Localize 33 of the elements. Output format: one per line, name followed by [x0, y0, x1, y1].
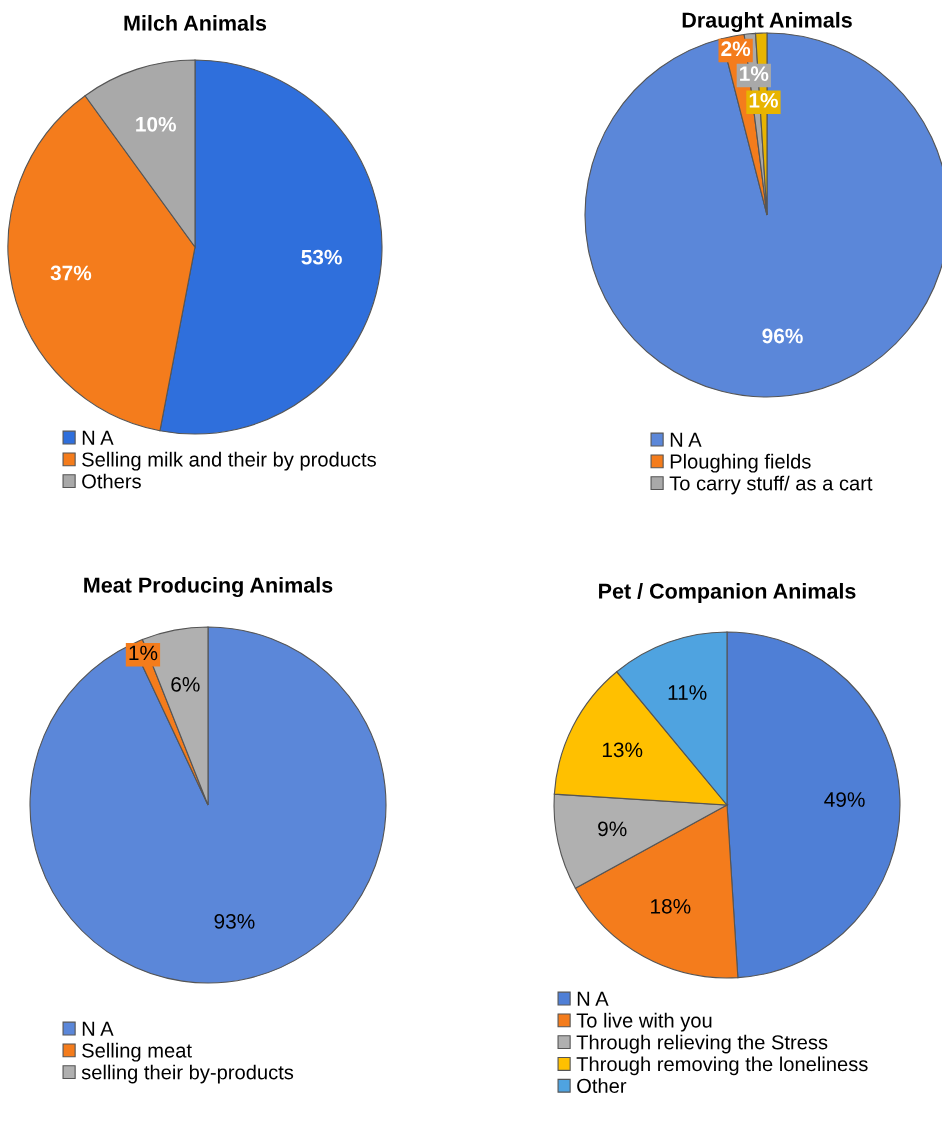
data-label: 1%: [740, 66, 769, 82]
data-label: 1%: [129, 645, 158, 661]
legend-label: selling their by-products: [81, 1064, 294, 1084]
data-label: 2%: [721, 41, 751, 57]
legend-label: Selling meat: [82, 1042, 192, 1062]
legend-label: Through removing the loneliness: [576, 1056, 868, 1076]
legend-label: N A: [670, 432, 702, 447]
data-label: 11%: [668, 685, 707, 700]
data-label: 96%: [762, 328, 803, 344]
data-label: 37%: [50, 265, 92, 281]
legend-label: Other: [577, 1078, 627, 1094]
data-label: 6%: [171, 676, 200, 692]
chart-title: Pet / Companion Animals: [599, 582, 856, 604]
chart-title: Draught Animals: [682, 11, 852, 33]
data-label: 93%: [214, 913, 255, 929]
data-label: 1%: [749, 93, 778, 108]
legend-label: Selling milk and their by products: [82, 451, 376, 471]
data-label: 13%: [602, 742, 643, 758]
legend-label: Through relieving the Stress: [576, 1034, 828, 1054]
legend-label: Ploughing fields: [670, 453, 811, 473]
chart-title: Milch Animals: [124, 14, 267, 31]
data-label: 18%: [651, 898, 691, 914]
legend-label: N A: [82, 430, 114, 445]
legend-label: To live with you: [576, 1012, 712, 1032]
data-label: 9%: [598, 821, 627, 837]
legend-label: N A: [577, 991, 609, 1006]
legend-label: N A: [82, 1021, 114, 1036]
chart-title: Meat Producing Animals: [84, 576, 333, 598]
data-label: 10%: [136, 116, 177, 132]
data-label: 49%: [824, 792, 865, 807]
data-label: 53%: [301, 249, 342, 265]
legend-label: To carry stuff/ as a cart: [669, 475, 873, 495]
legend-label: Others: [82, 473, 141, 489]
